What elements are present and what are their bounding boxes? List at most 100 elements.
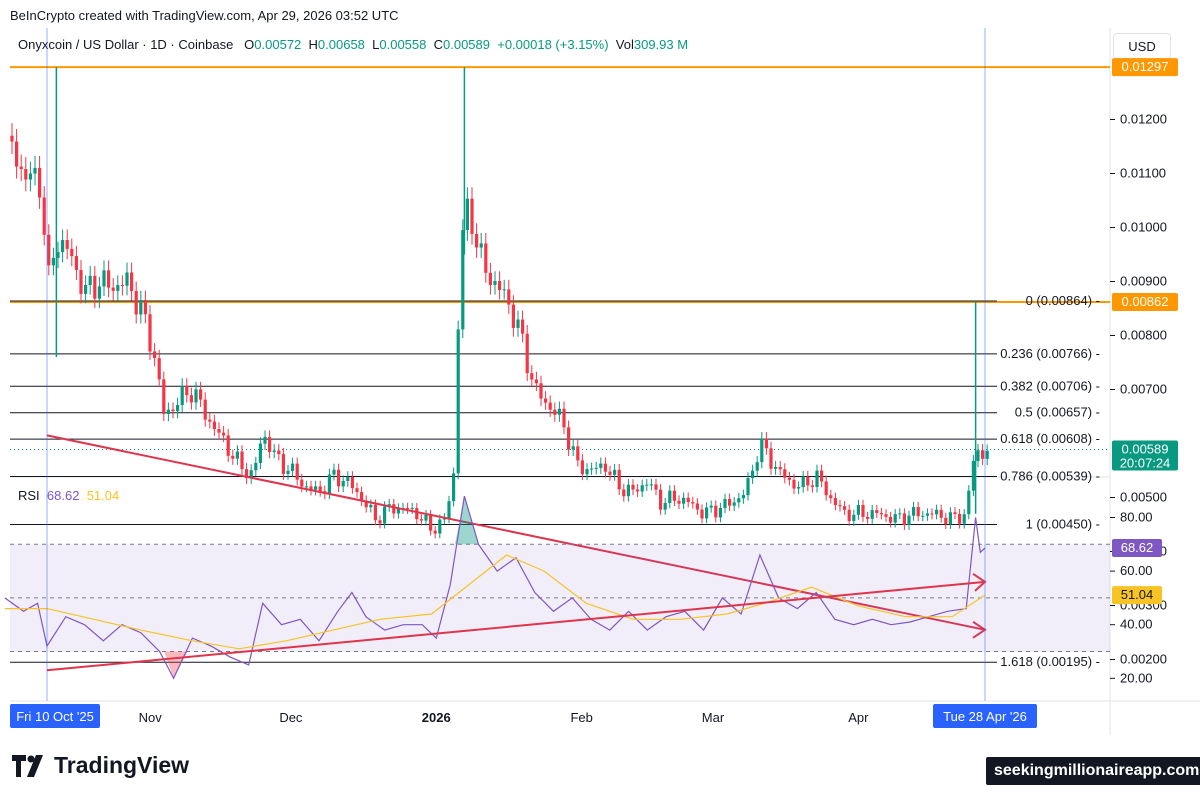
candle-body	[217, 429, 221, 433]
price-tag-label: 0.00589	[1122, 441, 1169, 456]
price-tag-label: 0.01297	[1122, 59, 1169, 74]
tradingview-logo[interactable]: TradingView	[12, 752, 189, 779]
candle-body	[534, 379, 538, 384]
candle-body	[861, 504, 865, 517]
y-tick-label: 0.01000	[1120, 220, 1167, 235]
candle-body	[893, 514, 897, 523]
fib-level-label: 0.382 (0.00706) -	[1000, 378, 1100, 393]
price-tag	[1112, 58, 1178, 77]
price-countdown-label: 20:07:24	[1120, 455, 1171, 470]
candle-body	[314, 486, 318, 490]
candle-body	[907, 515, 911, 526]
open-label: O	[244, 37, 255, 52]
candle-body	[659, 489, 663, 510]
candle-body	[797, 487, 801, 489]
candle-body	[576, 446, 580, 461]
candle-body	[714, 505, 718, 518]
candle-body	[636, 489, 640, 492]
candle-body	[24, 169, 28, 180]
price-tag-label: 0.00862	[1122, 294, 1169, 309]
candle-body	[769, 448, 773, 469]
rsi-ma-line	[4, 554, 986, 650]
start-date-tag	[10, 704, 100, 728]
open-value: 0.00572	[254, 37, 302, 52]
candle-body	[208, 419, 212, 422]
candle-body	[235, 451, 239, 459]
candle-body	[240, 451, 244, 470]
candle-body	[341, 481, 345, 487]
rsi-price-tag	[1112, 538, 1162, 557]
candle-body	[70, 248, 74, 257]
candle-body	[649, 484, 653, 486]
volume-label: Vol	[615, 37, 634, 52]
candle-body	[617, 469, 621, 490]
candle-body	[948, 512, 952, 525]
candle-body	[695, 503, 699, 510]
candle-body	[438, 519, 442, 534]
candle-body	[465, 198, 469, 231]
candle-body	[654, 484, 658, 490]
candle-body	[166, 409, 170, 415]
candle-body	[981, 450, 985, 459]
candle-body	[97, 286, 101, 299]
tradingview-logo-icon	[12, 754, 43, 777]
y-tick-label: 0.00200	[1120, 652, 1167, 667]
candle-body	[47, 234, 51, 266]
candle-body	[516, 319, 520, 328]
candle-body	[833, 498, 837, 506]
candle-body	[258, 443, 262, 463]
y-tick-label: 0.00800	[1120, 328, 1167, 343]
candle-body	[350, 476, 354, 489]
fib-level-label: 0 (0.00864) -	[1026, 293, 1100, 308]
candle-body	[281, 454, 285, 474]
candle-body	[686, 497, 690, 503]
candle-body	[801, 476, 805, 488]
candle-body	[902, 513, 906, 526]
candle-body	[751, 470, 755, 479]
fib-level-label: 0.236 (0.00766) -	[1000, 346, 1100, 361]
candle-body	[488, 272, 492, 285]
candle-body	[884, 514, 888, 517]
candle-body	[971, 460, 975, 491]
candle-body	[245, 469, 249, 479]
candle-body	[603, 463, 607, 472]
candle-body	[56, 252, 60, 258]
candle-body	[162, 379, 166, 415]
candle-body	[594, 467, 598, 469]
candle-body	[585, 469, 589, 475]
candle-body	[640, 485, 644, 492]
candle-body	[199, 389, 203, 400]
candle-body	[148, 314, 152, 352]
candle-body	[139, 300, 143, 315]
candle-body	[479, 243, 483, 248]
low-label: L	[372, 37, 380, 52]
candle-body	[755, 462, 759, 471]
candle-body	[967, 490, 971, 515]
candle-body	[691, 502, 695, 504]
candle-body	[19, 166, 23, 170]
y-tick-label: 0.00900	[1120, 274, 1167, 289]
y-tick-label: 0.00700	[1120, 382, 1167, 397]
candle-body	[300, 479, 304, 487]
candle-body	[309, 486, 313, 490]
candle-body	[580, 460, 584, 475]
candle-body	[502, 289, 506, 291]
candle-body	[953, 512, 957, 515]
candle-body	[373, 504, 377, 521]
rsi-label: RSI	[18, 488, 40, 503]
candle-body	[764, 438, 768, 449]
y-tick-label: 0.00500	[1120, 490, 1167, 505]
candle-body	[852, 514, 856, 521]
candle-body	[277, 450, 281, 455]
candle-body	[51, 257, 55, 266]
rsi-price-tag-label: 51.04	[1121, 587, 1154, 602]
candle-body	[631, 484, 635, 490]
candle-body	[291, 463, 295, 471]
candle-body	[153, 351, 157, 359]
candle-body	[737, 498, 741, 503]
candle-body	[38, 167, 42, 198]
candle-body	[143, 300, 147, 315]
fib-level-label: 1.618 (0.00195) -	[1000, 654, 1100, 669]
symbol-title: Onyxcoin / US Dollar · 1D · Coinbase	[18, 37, 234, 52]
